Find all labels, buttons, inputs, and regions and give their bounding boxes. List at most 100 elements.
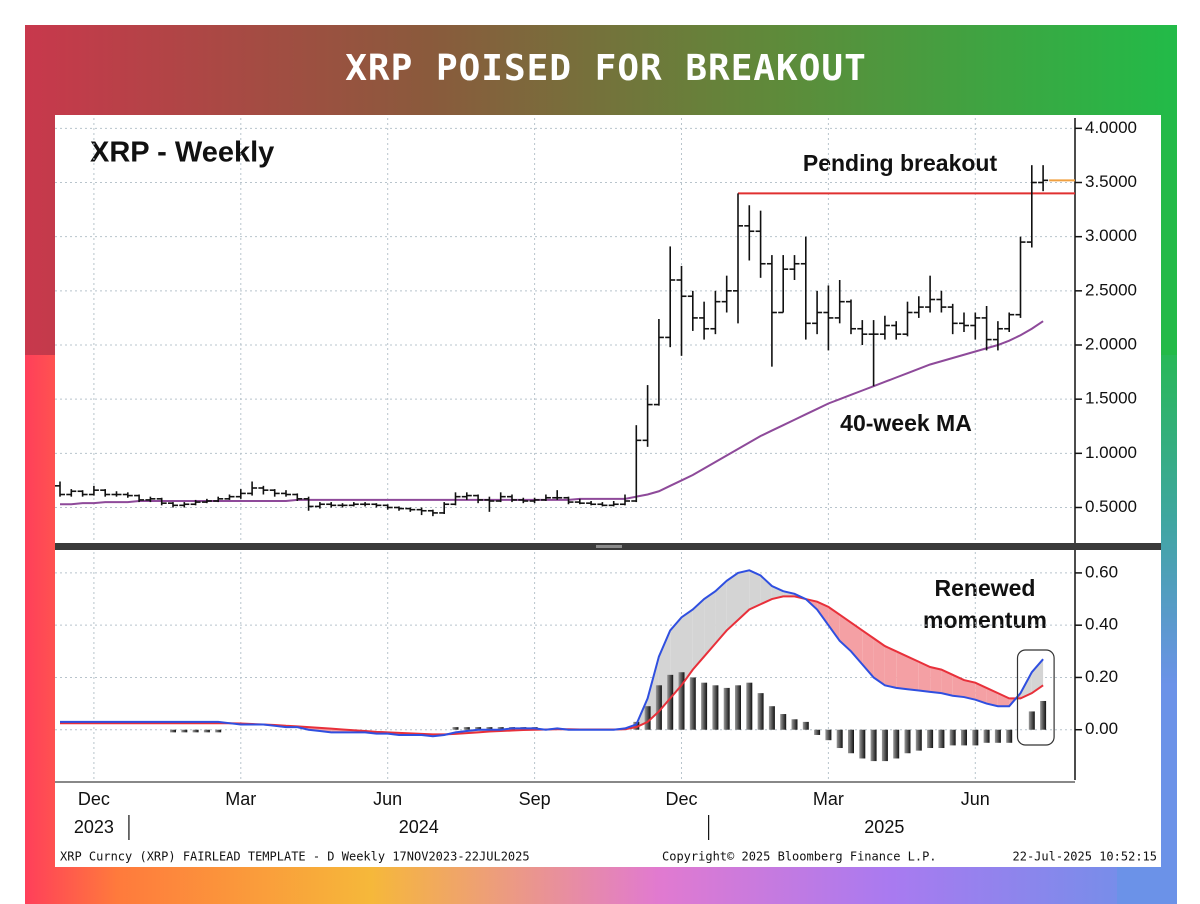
histogram-bar	[802, 721, 809, 730]
x-tick-label: Mar	[813, 789, 844, 809]
macd-fill	[828, 606, 840, 641]
footer-right: 22-Jul-2025 10:52:15	[1013, 850, 1158, 864]
histogram-bar	[915, 729, 922, 751]
histogram-bar	[961, 729, 967, 746]
ma-annotation: 40-week MA	[840, 410, 972, 436]
histogram-bar	[791, 719, 798, 730]
histogram-bar	[215, 729, 222, 733]
histogram-bar	[836, 729, 843, 749]
histogram-bar	[757, 693, 764, 730]
histogram-bar	[1040, 700, 1047, 730]
y-tick-label: 3.5000	[1085, 172, 1137, 191]
histogram-bar	[170, 729, 176, 733]
macd-fill	[884, 646, 897, 688]
breakout-annotation: Pending breakout	[803, 150, 998, 176]
histogram-bar	[181, 729, 188, 733]
macd-fill	[681, 609, 693, 686]
histogram-bar	[452, 727, 459, 730]
y-tick-label: 0.60	[1085, 562, 1118, 581]
macd-fill	[738, 570, 750, 620]
histogram-bar	[938, 729, 945, 749]
macd-fill	[896, 651, 908, 690]
y-tick-label: 1.5000	[1085, 389, 1137, 408]
histogram-bar	[949, 729, 956, 746]
macd-fill	[918, 661, 931, 692]
momentum-annotation: momentum	[923, 607, 1047, 633]
histogram-bar	[486, 727, 493, 730]
histogram-bar	[768, 706, 775, 730]
footer-center: Copyright© 2025 Bloomberg Finance L.P.	[662, 850, 937, 864]
histogram-bar	[735, 685, 741, 730]
momentum-annotation: Renewed	[935, 575, 1036, 601]
histogram-bar	[746, 682, 753, 730]
histogram-bar	[463, 727, 470, 730]
panel-title: XRP - Weekly	[90, 137, 274, 169]
macd-fill	[930, 667, 942, 694]
histogram-bar	[497, 727, 504, 730]
x-tick-label: Mar	[225, 789, 256, 809]
macd-fill	[771, 585, 784, 600]
histogram-bar	[192, 729, 199, 733]
histogram-bar	[859, 729, 866, 759]
macd-fill	[715, 580, 727, 644]
x-tick-label: Jun	[373, 789, 402, 809]
histogram-bar	[667, 674, 674, 730]
histogram-bar	[475, 727, 482, 730]
histogram-bar	[701, 682, 708, 730]
y-tick-label: 1.0000	[1085, 443, 1137, 462]
y-tick-label: 3.0000	[1085, 226, 1137, 245]
chart-panel	[55, 115, 1161, 867]
histogram-bar	[904, 729, 911, 754]
y-tick-label: 2.0000	[1085, 334, 1137, 353]
histogram-bar	[1028, 711, 1035, 730]
macd-fill	[726, 572, 738, 631]
macd-fill	[975, 682, 987, 704]
y-tick-label: 0.40	[1085, 615, 1118, 634]
histogram-bar	[893, 729, 900, 759]
histogram-bar	[848, 729, 854, 754]
histogram-bar	[689, 677, 696, 730]
divider-handle	[596, 545, 622, 548]
x-tick-label: Sep	[519, 789, 551, 809]
macd-line	[60, 569, 1044, 738]
moving-average	[60, 320, 1044, 506]
year-label: 2024	[399, 817, 439, 837]
year-label: 2025	[864, 817, 904, 837]
highlight-box	[1016, 649, 1055, 746]
y-tick-label: 0.20	[1085, 667, 1118, 686]
histogram-bar	[644, 706, 651, 730]
histogram-bar	[870, 729, 877, 762]
histogram-bar	[1006, 729, 1013, 743]
macd-fill	[941, 669, 953, 696]
macd-fill	[952, 674, 964, 698]
histogram-bar	[723, 687, 730, 730]
histogram-bar	[655, 685, 662, 730]
histogram-bar	[881, 729, 888, 762]
macd-fill	[749, 570, 761, 610]
histogram-bar	[780, 714, 787, 730]
year-label: 2023	[74, 817, 114, 837]
histogram-bar	[678, 672, 685, 730]
y-tick-label: 0.5000	[1085, 497, 1137, 516]
macd-fill	[997, 693, 1010, 707]
macd-fill	[1031, 659, 1044, 694]
macd-fill	[964, 680, 976, 700]
histogram-bar	[994, 729, 1001, 743]
histogram-bar	[712, 685, 719, 730]
macd-fill	[692, 599, 705, 670]
y-tick-label: 4.0000	[1085, 118, 1137, 137]
histogram-bar	[633, 721, 640, 730]
y-tick-label: 0.00	[1085, 719, 1118, 738]
histogram-bar	[927, 729, 934, 749]
x-tick-label: Dec	[665, 789, 697, 809]
y-tick-label: 2.5000	[1085, 280, 1137, 299]
histogram-bar	[972, 729, 979, 746]
macd-fill	[760, 575, 772, 605]
x-tick-label: Dec	[78, 789, 110, 809]
macd-fill	[704, 591, 716, 657]
histogram-bar	[814, 729, 821, 735]
footer-left: XRP Curncy (XRP) FAIRLEAD TEMPLATE - D W…	[60, 850, 530, 864]
macd-fill	[817, 601, 829, 626]
macd-fill	[862, 630, 874, 678]
